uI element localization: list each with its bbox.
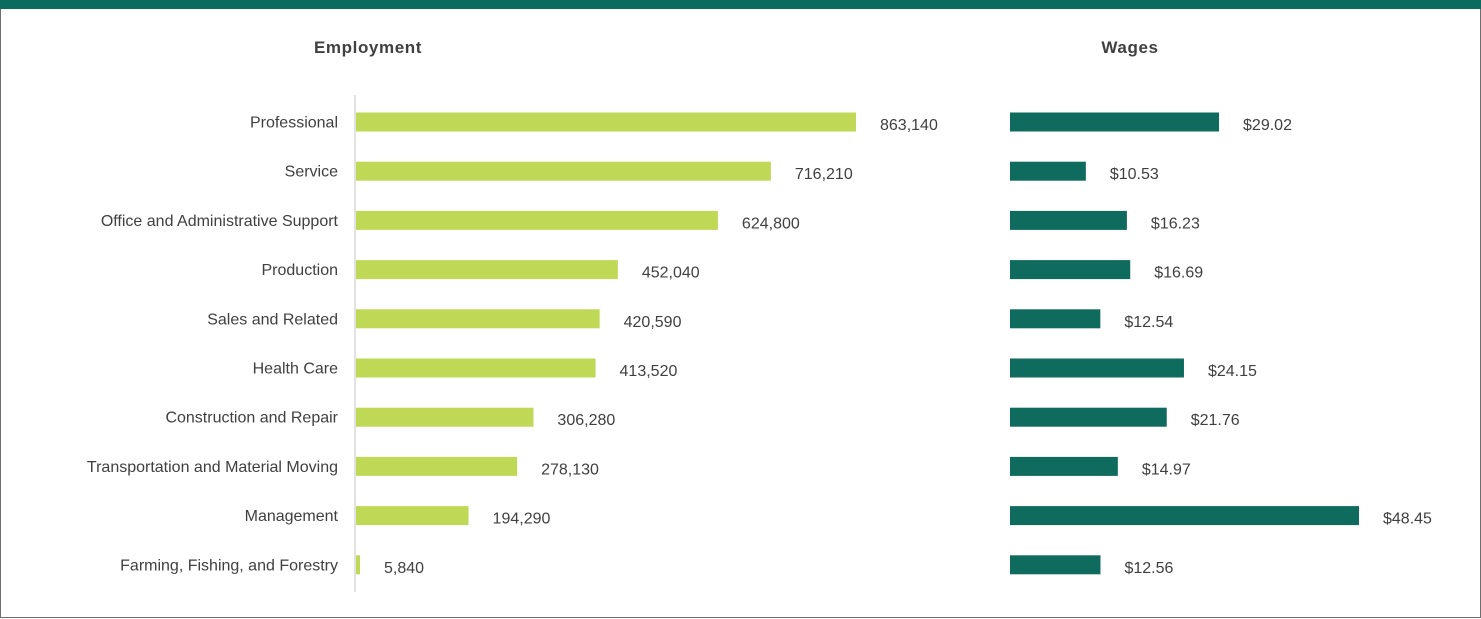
wages-bar: [1010, 555, 1101, 575]
category-label: Sales and Related: [207, 311, 338, 328]
wages-value-label: $10.53: [1110, 166, 1159, 183]
category-label: Transportation and Material Moving: [87, 459, 338, 476]
employment-bar: [356, 555, 360, 575]
wages-value-label: $21.76: [1191, 412, 1240, 429]
top-accent-bar: [0, 0, 1481, 9]
employment-value-label: 420,590: [624, 314, 682, 331]
employment-value-label: 624,800: [742, 215, 800, 232]
employment-bar: [356, 161, 771, 181]
wages-bar: [1010, 210, 1127, 230]
category-label: Farming, Fishing, and Forestry: [120, 557, 338, 574]
wages-bar: [1010, 506, 1359, 526]
wages-value-label: $29.02: [1243, 117, 1292, 134]
employment-bar: [356, 506, 469, 526]
employment-bar: [356, 407, 534, 427]
employment-value-label: 194,290: [493, 511, 551, 528]
wages-bar: [1010, 161, 1086, 181]
employment-value-label: 452,040: [642, 265, 700, 282]
wages-value-label: $12.54: [1124, 314, 1173, 331]
category-label: Construction and Repair: [165, 410, 338, 427]
category-label: Service: [285, 164, 338, 181]
category-label: Management: [245, 508, 339, 525]
wages-value-label: $16.23: [1151, 215, 1200, 232]
wages-value-label: $12.56: [1124, 560, 1173, 577]
wages-bar: [1010, 260, 1131, 280]
employment-title: Employment: [313, 38, 423, 57]
wages-bar: [1010, 358, 1184, 378]
wages-value-label: $16.69: [1154, 265, 1203, 282]
employment-value-label: 278,130: [541, 461, 599, 478]
employment-bar: [356, 309, 600, 329]
employment-value-label: 306,280: [557, 412, 615, 429]
wages-value-label: $24.15: [1208, 363, 1257, 380]
employment-value-label: 863,140: [880, 117, 938, 134]
wages-value-label: $14.97: [1142, 461, 1191, 478]
category-label: Office and Administrative Support: [101, 213, 339, 230]
wages-bar: [1010, 112, 1220, 132]
employment-bar: [356, 210, 718, 230]
category-label: Professional: [250, 115, 338, 132]
employment-bar: [356, 456, 518, 476]
wages-bar: [1010, 456, 1118, 476]
employment-bar: [356, 358, 596, 378]
employment-bar: [356, 112, 856, 132]
employment-bar: [356, 260, 618, 280]
wages-bar: [1010, 407, 1167, 427]
wages-value-label: $48.45: [1383, 511, 1432, 528]
category-label: Health Care: [253, 361, 338, 378]
employment-value-label: 5,840: [384, 560, 424, 577]
employment-value-label: 413,520: [620, 363, 678, 380]
category-label: Production: [262, 262, 339, 279]
wages-title: Wages: [1101, 38, 1159, 57]
employment-value-label: 716,210: [795, 166, 853, 183]
wages-bar: [1010, 309, 1101, 329]
